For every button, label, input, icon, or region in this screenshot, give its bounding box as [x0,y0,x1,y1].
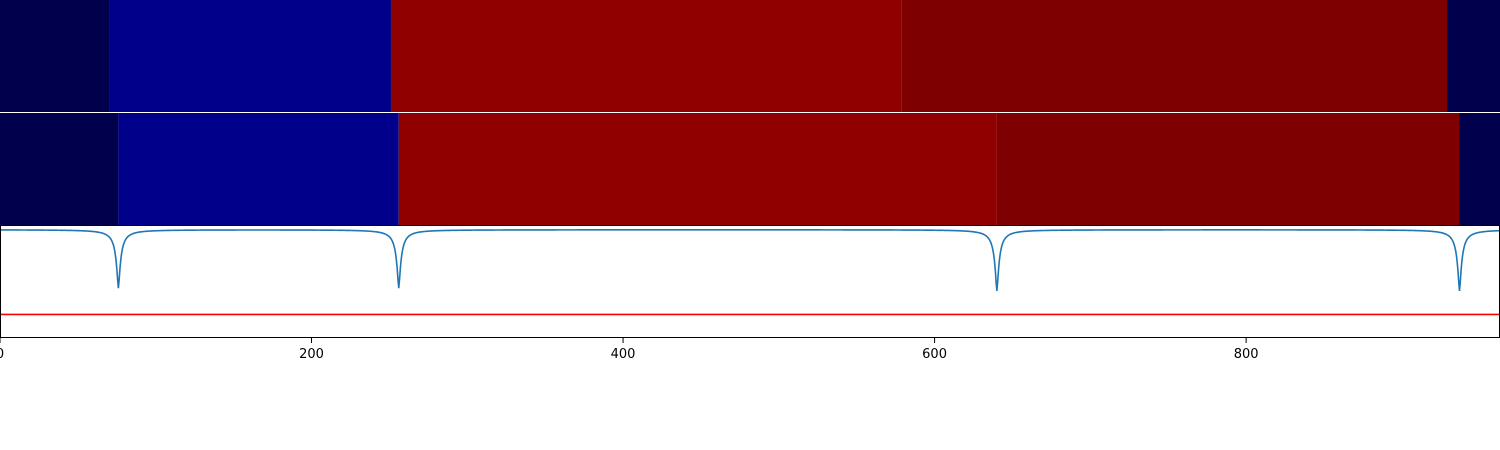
x-tick-label-3: 600 [922,347,947,362]
heatmap-top-segment-1 [109,0,391,112]
x-tick-label-2: 400 [611,347,636,362]
heatmap-top-segment-2 [390,0,902,112]
heatmap-top [0,0,1500,112]
heatmap-middle [0,113,1500,225]
x-tick-label-0: 0 [0,347,4,362]
heatmap-middle-segment-4 [1459,113,1500,225]
line-panel-background [0,225,1500,338]
series-line-0 [0,229,1500,292]
x-axis: 0 200 400 600 800 [0,338,1259,362]
heatmap-top-segment-3 [901,0,1448,112]
heatmap-middle-segment-3 [996,113,1460,225]
line-panel [0,225,1500,338]
x-tick-label-1: 200 [299,347,324,362]
heatmap-top-segment-0 [0,0,110,112]
heatmap-middle-segment-0 [0,113,119,225]
x-tick-label-4: 800 [1234,347,1259,362]
heatmap-middle-segment-2 [398,113,997,225]
heatmap-top-segment-4 [1447,0,1500,112]
heatmap-middle-segment-1 [118,113,399,225]
